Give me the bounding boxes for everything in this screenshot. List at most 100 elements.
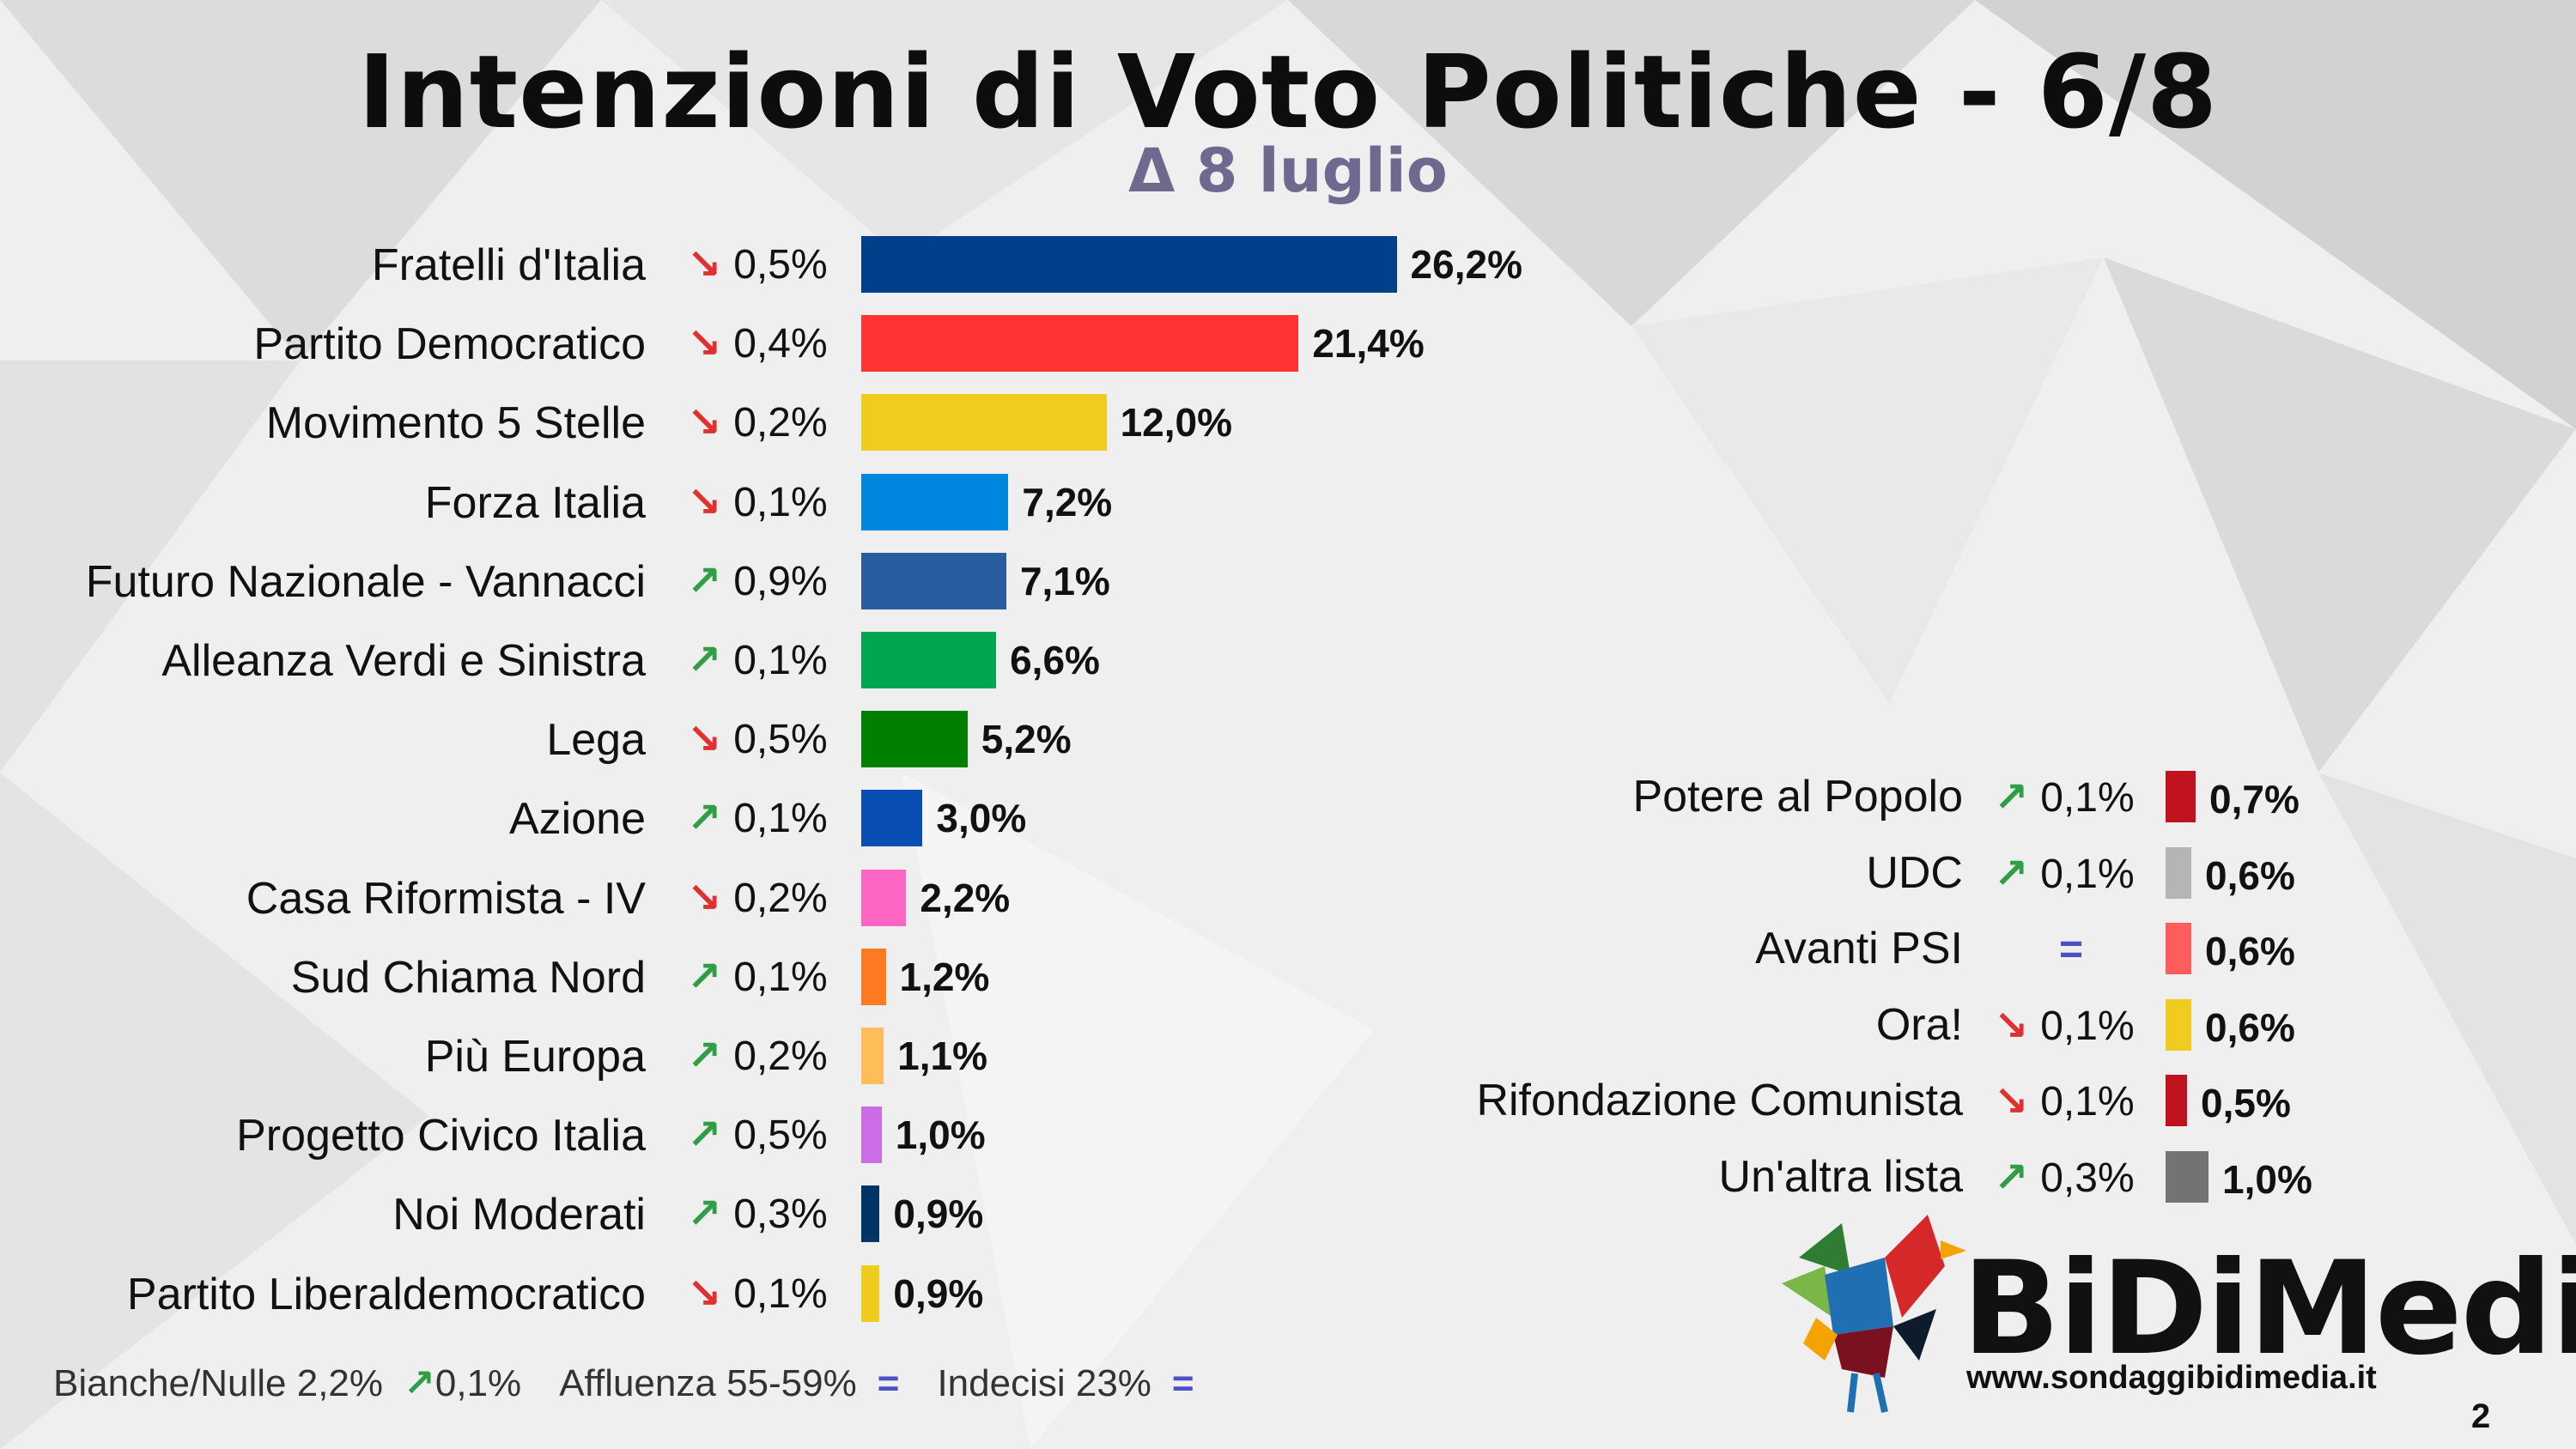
up-arrow-icon: ↗: [687, 1034, 722, 1079]
bar: [861, 1185, 880, 1243]
bar: [861, 315, 1299, 373]
party-label: Sud Chiama Nord: [290, 952, 646, 1003]
party-delta-value: 0,1%: [733, 954, 828, 1000]
bar-value-label: 0,6%: [2205, 929, 2295, 973]
down-arrow-icon: ↘: [687, 479, 722, 525]
party-delta: ↗ 0,3%: [687, 1194, 828, 1235]
bar-value-label: 0,7%: [2209, 777, 2300, 822]
up-arrow-icon: ↗: [687, 1113, 722, 1159]
minor-party-label: UDC: [1866, 847, 1963, 898]
down-arrow-icon: ↘: [687, 321, 722, 367]
party-delta: ↘ 0,5%: [687, 719, 828, 761]
bar: [861, 869, 907, 926]
bar: [861, 236, 1397, 293]
bar: [861, 632, 997, 688]
down-arrow-icon: ↘: [687, 242, 722, 288]
minor-party-delta-value: 0,1%: [2040, 851, 2135, 897]
party-delta-value: 0,2%: [733, 400, 828, 446]
down-arrow-icon: ↘: [687, 400, 722, 446]
brand-url[interactable]: www.sondaggibidimedia.it: [1966, 1360, 2377, 1396]
bar-value-label: 5,2%: [981, 717, 1072, 762]
bar-value-label: 0,6%: [2205, 852, 2295, 898]
party-delta: ↘ 0,2%: [687, 403, 828, 444]
bar: [861, 1106, 882, 1164]
party-delta-value: 0,2%: [733, 1034, 828, 1079]
minor-party-label: Un'altra lista: [1718, 1151, 1963, 1202]
party-delta: ↘ 0,5%: [687, 245, 828, 286]
party-delta-value: 0,4%: [733, 321, 828, 367]
up-arrow-icon: ↗: [687, 1191, 722, 1238]
up-arrow-icon: ↗: [687, 954, 722, 1000]
party-delta: ↘ 0,2%: [687, 875, 828, 921]
bar: [861, 948, 886, 1005]
minor-party-label: Ora!: [1875, 999, 1963, 1050]
bar-value-label: 2,2%: [920, 875, 1011, 920]
party-label: Lega: [546, 715, 646, 766]
bar-value-label: 1,0%: [2222, 1156, 2312, 1202]
up-arrow-icon: ↗: [687, 638, 722, 683]
party-delta: ↗ 0,1%: [687, 954, 828, 1000]
page-number: 2: [2471, 1397, 2491, 1435]
minor-party-delta-value: 0,3%: [2040, 1155, 2135, 1201]
down-arrow-icon: ↘: [687, 717, 722, 763]
party-delta-value: 0,1%: [733, 479, 828, 525]
bar-value-label: 12,0%: [1120, 400, 1233, 446]
bar: [2166, 923, 2191, 974]
bar-value-label: 1,0%: [895, 1113, 986, 1158]
party-label: Noi Moderati: [392, 1190, 646, 1240]
party-label: Progetto Civico Italia: [236, 1111, 646, 1161]
bar: [861, 711, 968, 768]
up-arrow-icon: ↗: [687, 796, 722, 842]
party-delta: ↗ 0,5%: [687, 1115, 828, 1156]
bar: [2166, 998, 2191, 1051]
up-arrow-icon: ↗: [1994, 851, 2029, 897]
party-label: Partito Democratico: [253, 319, 646, 370]
bar-value-label: 26,2%: [1410, 242, 1522, 287]
party-delta-value: 0,1%: [733, 638, 828, 683]
party-delta-value: 0,9%: [733, 558, 828, 604]
party-label: Alleanza Verdi e Sinistra: [161, 636, 646, 686]
party-delta: ↘ 0,1%: [687, 482, 828, 524]
down-arrow-icon: ↘: [1994, 1003, 2029, 1049]
minor-party-label: Rifondazione Comunista: [1476, 1076, 1963, 1125]
up-arrow-icon: ↗: [1994, 1155, 2029, 1201]
minor-party-delta: ↘ 0,1%: [1994, 1003, 2135, 1049]
bar-value-label: 7,2%: [1022, 479, 1113, 524]
bar: [2166, 846, 2191, 899]
party-delta: ↗ 0,1%: [687, 640, 828, 682]
bar-value-label: 1,2%: [899, 954, 990, 999]
down-arrow-icon: ↘: [687, 875, 722, 921]
party-label: Fratelli d'Italia: [371, 240, 646, 290]
blank-votes-delta: 0,1%: [434, 1362, 522, 1404]
minor-party-delta: =: [2059, 930, 2095, 971]
bar-value-label: 1,1%: [897, 1034, 988, 1078]
party-delta: ↘ 0,1%: [687, 1270, 828, 1317]
party-label: Futuro Nazionale - Vannacci: [85, 556, 646, 607]
bar: [861, 394, 1107, 452]
minor-party-label: Potere al Popolo: [1632, 772, 1964, 822]
footer-stats: Bianche/Nulle 2,2% ↗0,1% Affluenza 55-59% =…: [53, 1361, 1194, 1405]
party-delta: ↗ 0,1%: [687, 798, 828, 840]
party-delta: ↗ 0,2%: [687, 1036, 828, 1077]
party-delta-value: 0,5%: [733, 242, 828, 288]
party-delta-value: 0,1%: [733, 1270, 828, 1317]
party-delta: ↘ 0,4%: [687, 324, 828, 365]
brand-name: BiDiMedia: [1962, 1234, 2576, 1384]
rooster-logo-icon: [1782, 1215, 1966, 1413]
undecided-equal-icon: =: [1171, 1362, 1194, 1404]
party-delta-value: 0,3%: [733, 1191, 828, 1238]
turnout-equal-icon: =: [877, 1362, 900, 1404]
bar-value-label: 3,0%: [936, 796, 1027, 841]
party-label: Movimento 5 Stelle: [265, 398, 646, 449]
party-delta: ↗ 0,9%: [687, 561, 828, 603]
party-label: Partito Liberaldemocratico: [126, 1269, 646, 1319]
minor-party-delta: ↗ 0,3%: [1994, 1155, 2135, 1201]
equal-icon: =: [2059, 927, 2084, 973]
bar: [2166, 1075, 2187, 1126]
party-label: Casa Riformista - IV: [246, 873, 646, 924]
chart-subtitle: Δ 8 luglio: [1128, 136, 1448, 206]
bar-value-label: 7,1%: [1019, 558, 1110, 603]
bar: [861, 790, 923, 847]
down-arrow-icon: ↘: [1994, 1079, 2029, 1125]
